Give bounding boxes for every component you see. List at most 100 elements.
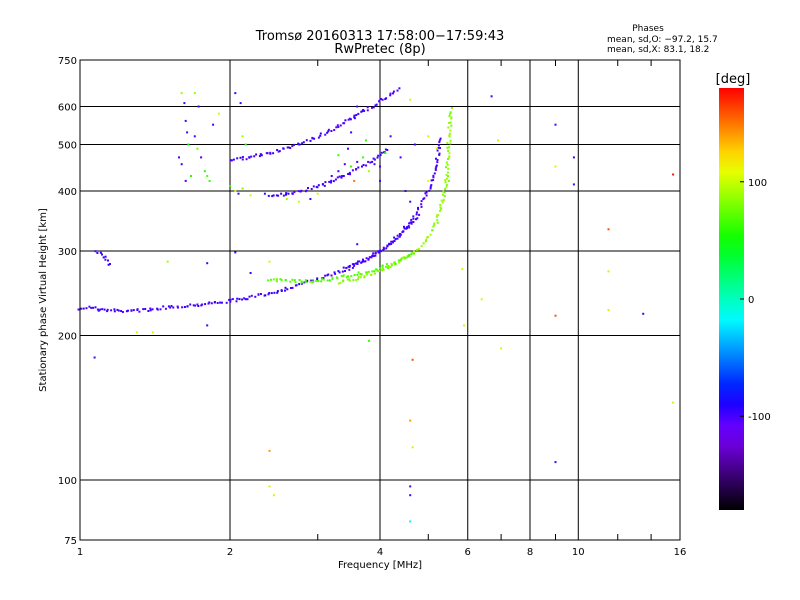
trace-point — [110, 309, 113, 312]
trace-point — [228, 298, 231, 301]
trace-point — [335, 126, 338, 129]
trace-point — [316, 186, 319, 189]
trace-point — [294, 281, 297, 284]
trace-point — [351, 266, 354, 269]
trace-point — [353, 114, 356, 117]
data-point — [234, 190, 237, 192]
trace-point — [291, 286, 294, 289]
data-point — [186, 131, 189, 134]
trace-point — [437, 146, 440, 149]
trace-point — [371, 160, 374, 163]
trace-point — [113, 308, 116, 311]
trace-point — [339, 282, 342, 284]
trace-point — [243, 297, 246, 300]
trace-point — [434, 167, 437, 170]
trace-point — [449, 129, 452, 132]
stats-heading: Phases — [632, 24, 664, 34]
trace-point — [225, 301, 228, 304]
trace-point — [275, 280, 278, 283]
trace-point — [289, 280, 292, 283]
trace-point — [201, 303, 204, 306]
trace-point — [336, 176, 339, 179]
trace-point — [400, 258, 402, 261]
data-point — [268, 485, 271, 488]
trace-point — [357, 271, 360, 274]
axis-ticks: 1 2 4 6 8 10 16 75 100 200 300 400 500 600 750 — [58, 56, 686, 558]
trace-point — [393, 236, 396, 239]
trace-point — [97, 309, 100, 312]
trace-point — [304, 279, 307, 282]
trace-point — [351, 169, 354, 172]
y-axis-label: Stationary phase Virtual Height [km] — [38, 208, 49, 392]
trace-point — [342, 274, 345, 277]
x-tick-label: 16 — [674, 547, 687, 558]
trace-point — [361, 110, 364, 113]
trace-point — [348, 278, 351, 281]
trace-point — [317, 136, 320, 139]
trace-point — [298, 283, 301, 286]
y-tick-label: 400 — [58, 187, 77, 198]
trace-point — [368, 256, 371, 259]
trace-point — [106, 310, 109, 313]
data-point — [409, 419, 412, 422]
data-point — [554, 165, 557, 168]
trace-point — [355, 168, 358, 170]
trace-point — [449, 139, 452, 142]
trace-point — [357, 276, 360, 279]
trace-point — [363, 275, 366, 278]
trace-point — [272, 194, 275, 197]
trace-point — [333, 129, 336, 131]
trace-point — [430, 179, 433, 182]
data-point — [135, 331, 138, 334]
data-point — [184, 119, 187, 122]
data-point — [93, 356, 96, 359]
trace-point — [392, 90, 395, 93]
trace-point — [284, 279, 287, 282]
trace-point — [438, 152, 441, 155]
trace-point — [80, 307, 83, 310]
data-point — [607, 228, 610, 231]
trace-point — [408, 226, 411, 229]
trace-point — [410, 221, 413, 224]
trace-point — [385, 247, 388, 250]
trace-point — [389, 94, 392, 97]
trace-point — [337, 270, 340, 273]
trace-point — [341, 270, 344, 273]
trace-point — [291, 278, 294, 281]
data-point — [249, 272, 252, 274]
trace-point — [207, 302, 210, 305]
trace-point — [357, 166, 360, 169]
trace-point — [441, 201, 444, 204]
trace-point — [408, 254, 411, 256]
data-point — [193, 135, 196, 138]
data-point — [379, 165, 381, 168]
trace-point — [432, 174, 435, 177]
trace-point — [437, 144, 440, 147]
trace-point — [229, 300, 232, 303]
data-point — [554, 314, 557, 317]
trace-point — [447, 126, 450, 129]
trace-point — [289, 147, 292, 149]
trace-point — [361, 165, 363, 168]
trace-point — [399, 233, 402, 236]
trace-point — [399, 234, 402, 237]
trace-point — [436, 221, 439, 224]
trace-point — [367, 257, 370, 260]
trace-point — [328, 180, 331, 183]
data-point — [234, 251, 237, 254]
data-point — [362, 156, 365, 159]
trace-point — [386, 149, 389, 151]
trace-point — [277, 194, 280, 197]
trace-point — [448, 132, 451, 135]
trace-point — [136, 309, 139, 311]
trace-point — [147, 310, 150, 312]
trace-point — [435, 164, 438, 167]
y-tick-label: 600 — [58, 103, 77, 114]
trace-point — [412, 221, 415, 223]
trace-point — [275, 194, 278, 197]
data-point — [572, 183, 575, 186]
trace-point — [387, 266, 390, 268]
trace-point — [309, 280, 312, 283]
trace-point — [330, 179, 333, 182]
